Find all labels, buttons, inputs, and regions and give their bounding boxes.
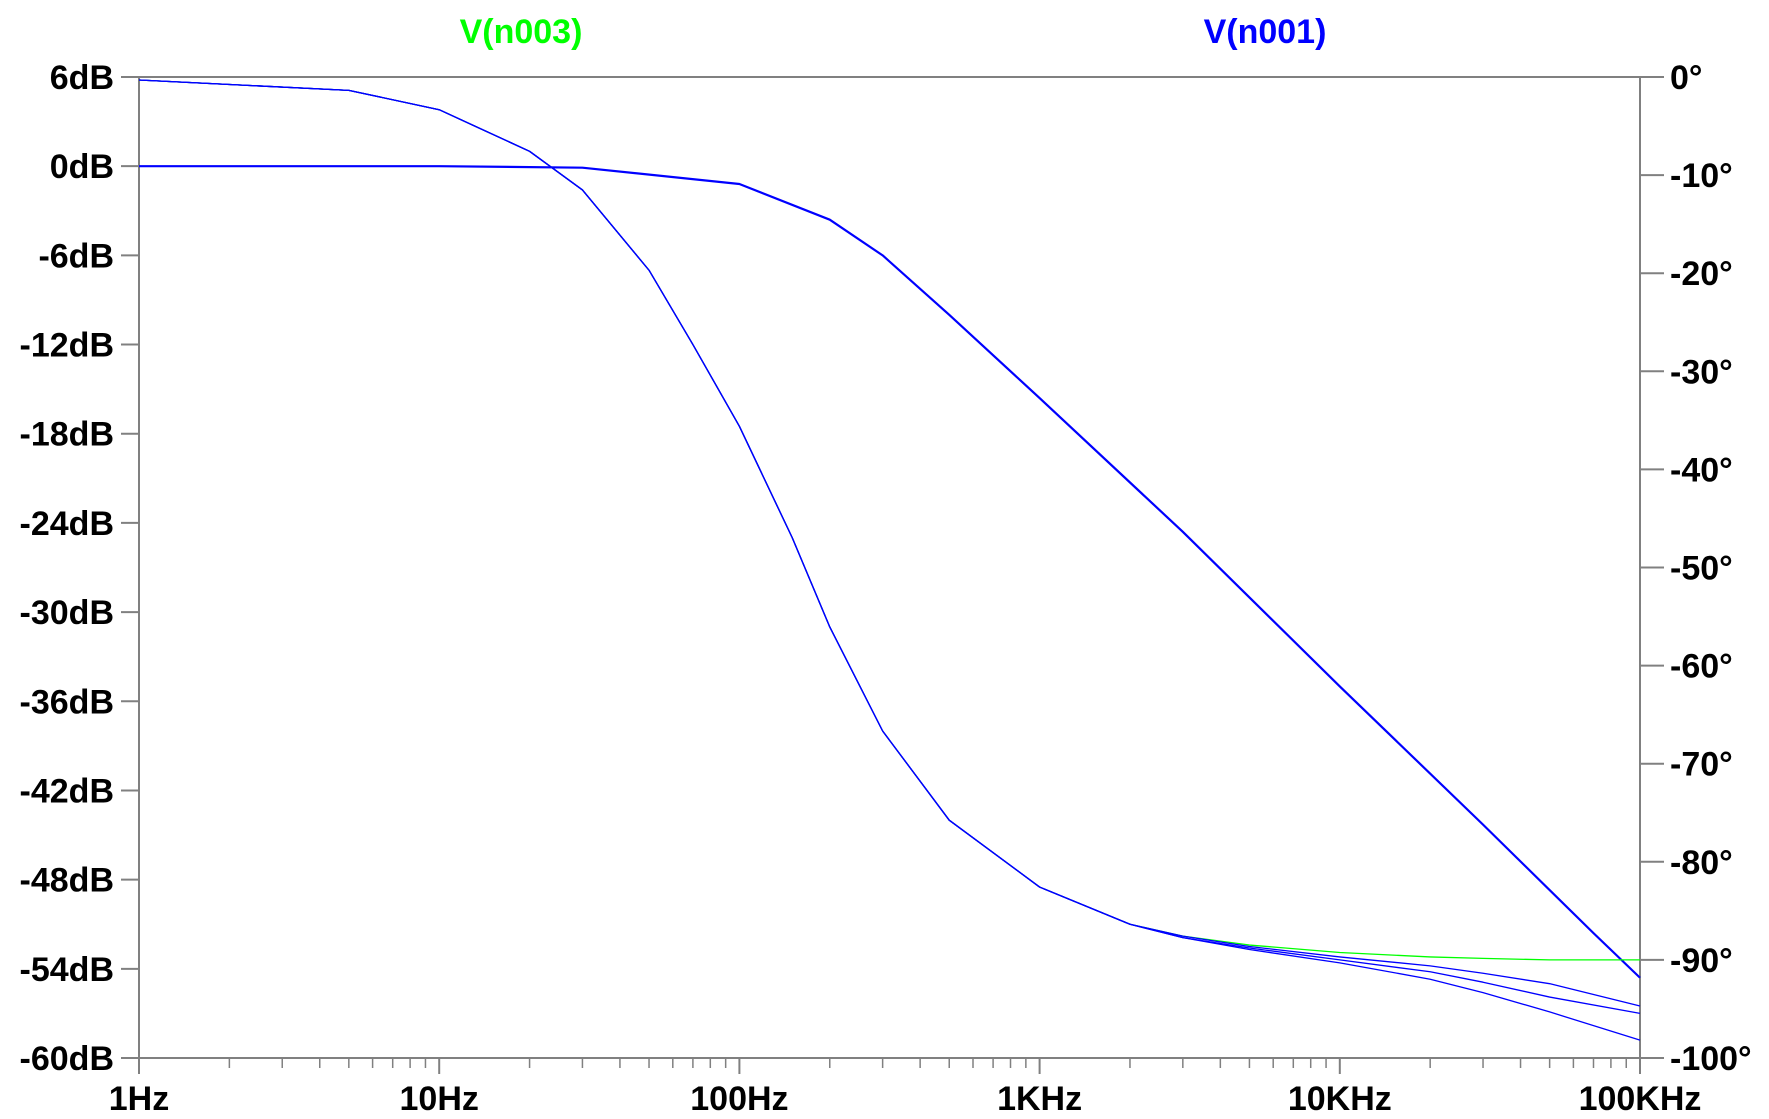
right-tick-label: -30°	[1670, 353, 1733, 391]
right-tick-label: 0°	[1670, 59, 1703, 97]
x-tick-label: 100KHz	[1579, 1080, 1702, 1118]
right-tick-label: -80°	[1670, 844, 1733, 882]
right-tick-label: -40°	[1670, 451, 1733, 489]
right-tick-label: -100°	[1670, 1040, 1752, 1078]
x-tick-label: 10Hz	[400, 1080, 479, 1118]
tick-marks	[121, 76, 1664, 1074]
legend: V(n003) V(n001)	[460, 13, 1327, 51]
left-tick-label: -30dB	[20, 594, 114, 632]
left-tick-label: -6dB	[38, 237, 114, 275]
left-tick-label: -54dB	[20, 951, 114, 989]
left-tick-label: -48dB	[20, 862, 114, 900]
left-tick-label: 6dB	[50, 59, 114, 97]
x-axis-labels: 1Hz 10Hz 100Hz 1KHz 10KHz 100KHz	[109, 1080, 1702, 1118]
left-tick-label: -24dB	[20, 505, 114, 543]
right-tick-label: -50°	[1670, 550, 1733, 588]
x-tick-label: 100Hz	[690, 1080, 788, 1118]
right-tick-label: -20°	[1670, 255, 1733, 293]
right-tick-label: -90°	[1670, 942, 1733, 980]
legend-entry: V(n003)	[460, 13, 583, 51]
right-tick-label: -70°	[1670, 746, 1733, 784]
x-tick-label: 1Hz	[109, 1080, 169, 1118]
series-line-0	[139, 165, 1641, 979]
series-line-4	[138, 79, 1641, 1041]
left-tick-label: -12dB	[20, 327, 114, 365]
left-tick-label: -18dB	[20, 416, 114, 454]
left-tick-label: -36dB	[20, 683, 114, 721]
x-tick-label: 10KHz	[1288, 1080, 1392, 1118]
left-tick-label: -42dB	[20, 772, 114, 810]
legend-entry: V(n001)	[1204, 13, 1327, 51]
left-tick-label: 0dB	[50, 148, 114, 186]
right-tick-label: -10°	[1670, 157, 1733, 195]
x-tick-label: 1KHz	[997, 1080, 1082, 1118]
series-group	[138, 79, 1641, 1041]
left-axis-labels: 6dB 0dB -6dB -12dB -18dB -24dB -30dB -36dB -42dB…	[20, 59, 114, 1078]
right-tick-label: -60°	[1670, 648, 1733, 686]
right-axis-labels: 0° -10° -20° -30° -40° -50° -60° -70° -80° -90° -1…	[1670, 59, 1752, 1078]
left-tick-label: -60dB	[20, 1040, 114, 1078]
